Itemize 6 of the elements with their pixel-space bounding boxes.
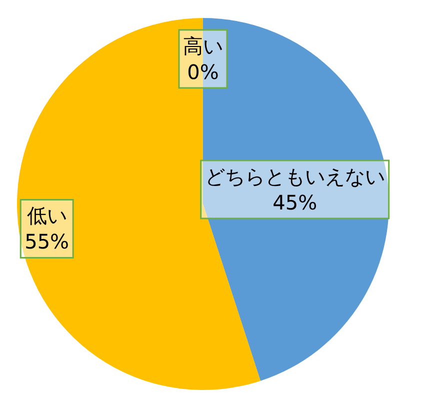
data-label: 55%	[24, 230, 70, 254]
text: 0%	[187, 60, 219, 84]
category-label: 高い	[183, 34, 223, 58]
slice-label: どちらともいえない	[204, 164, 385, 188]
slice-label: 低い	[26, 204, 67, 228]
data-label: 45%	[272, 190, 318, 214]
